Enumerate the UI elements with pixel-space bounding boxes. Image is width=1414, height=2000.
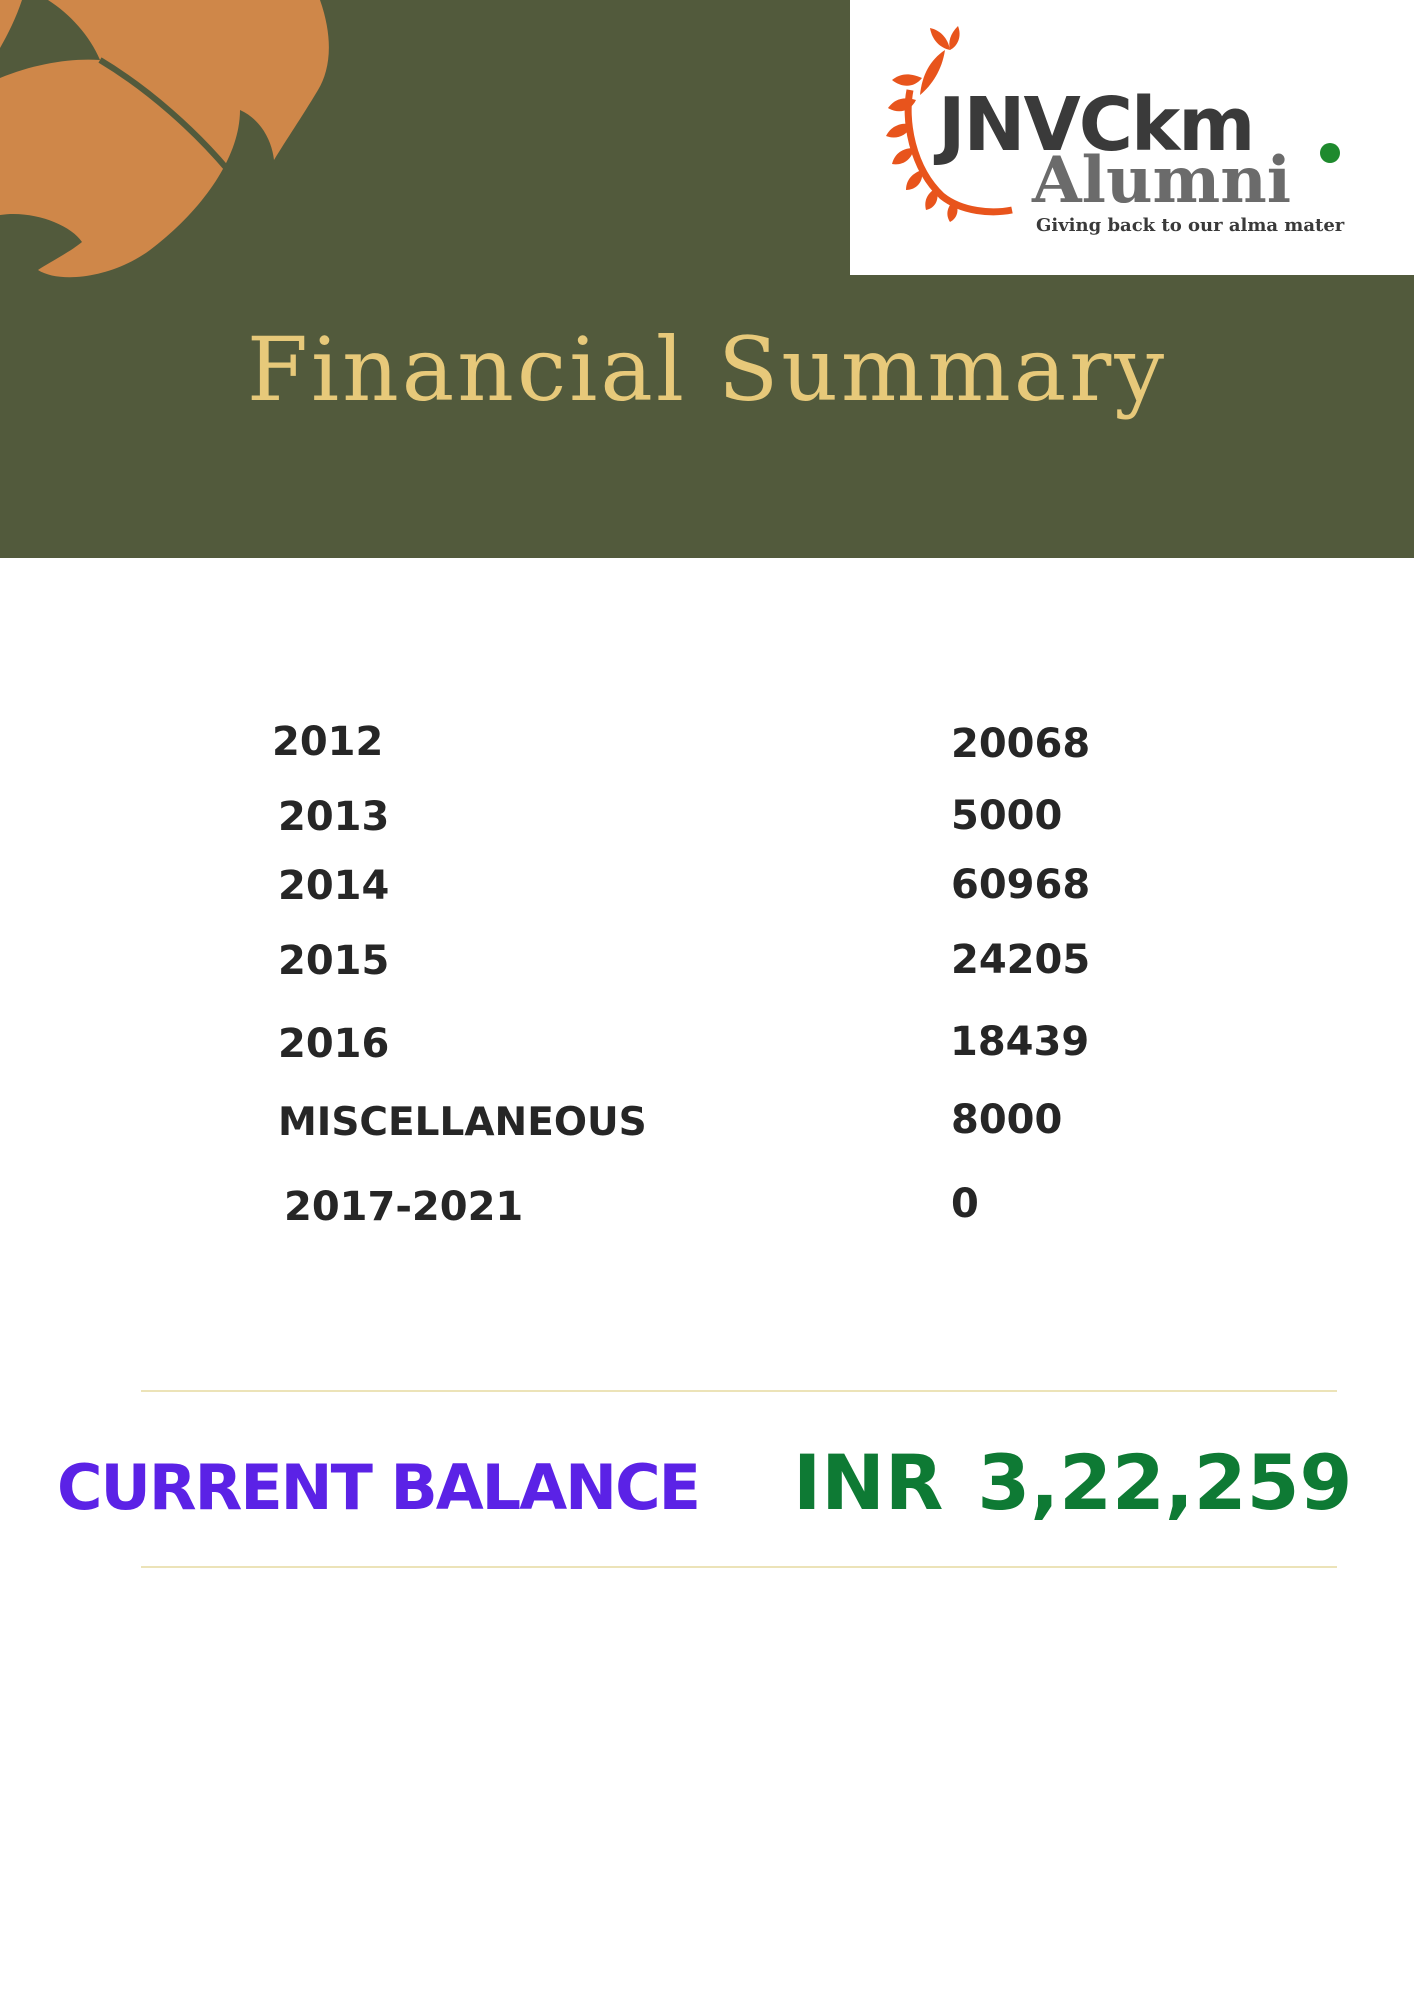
- row-value-2013: 5000: [951, 793, 1063, 839]
- row-value-2014: 60968: [951, 862, 1091, 908]
- row-value-2017-2021: 0: [951, 1181, 979, 1227]
- balance-amount: 3,22,259: [977, 1438, 1353, 1527]
- logo-tagline: Giving back to our alma mater: [1036, 215, 1345, 236]
- row-label-2013: 2013: [278, 794, 390, 840]
- row-label-2015: 2015: [278, 938, 390, 984]
- financial-summary-table: 2012 20068 2013 5000 2014 60968 2015 242…: [272, 719, 1091, 1230]
- row-label-2014: 2014: [278, 863, 390, 909]
- row-label-2012: 2012: [272, 719, 384, 765]
- current-balance-label: CURRENT BALANCE: [57, 1451, 701, 1524]
- divider-top: [141, 1390, 1337, 1392]
- page-title: Financial Summary: [246, 318, 1168, 421]
- divider-bottom: [141, 1566, 1337, 1568]
- balance-currency: INR: [793, 1438, 944, 1527]
- row-value-2016: 18439: [950, 1019, 1090, 1065]
- current-balance-value: INR 3,22,259: [793, 1445, 1352, 1521]
- jnvckm-alumni-logo: JNVCkm Alumni Giving back to our alma ma…: [886, 26, 1345, 236]
- logo-box: JNVCkm Alumni Giving back to our alma ma…: [850, 0, 1414, 275]
- row-label-2016: 2016: [278, 1021, 390, 1067]
- row-value-2012: 20068: [951, 721, 1091, 767]
- leaf-decoration-icon: [0, 0, 329, 278]
- row-label-2017-2021: 2017-2021: [284, 1184, 524, 1230]
- row-label-miscellaneous: MISCELLANEOUS: [278, 1100, 647, 1145]
- row-value-2015: 24205: [951, 937, 1091, 983]
- logo-line2: Alumni: [1031, 143, 1291, 218]
- logo-line1: JNVCkm: [933, 82, 1253, 168]
- header-banner: JNVCkm Alumni Giving back to our alma ma…: [0, 0, 1414, 558]
- wreath-icon: [886, 26, 1013, 222]
- logo-dot-icon: [1320, 143, 1340, 163]
- row-value-miscellaneous: 8000: [951, 1097, 1063, 1143]
